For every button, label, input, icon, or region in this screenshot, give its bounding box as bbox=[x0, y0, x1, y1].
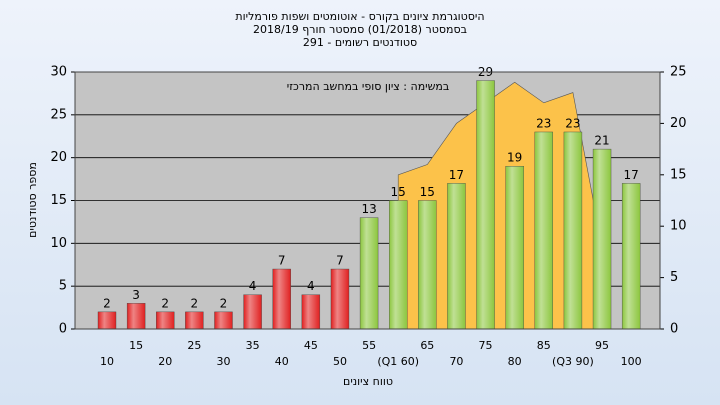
bar bbox=[214, 311, 233, 330]
bar bbox=[97, 311, 117, 330]
data-label: 21 bbox=[594, 134, 609, 148]
data-label: 4 bbox=[249, 279, 257, 293]
y2-tick-label: 0 bbox=[670, 322, 678, 337]
data-label: 2 bbox=[191, 296, 199, 310]
x-tick-label: 40 bbox=[275, 355, 289, 368]
x-tick-label: 45 bbox=[304, 339, 318, 352]
x-tick-label: 15 bbox=[129, 339, 143, 352]
data-label: 2 bbox=[161, 296, 169, 310]
y-tick-label: 5 bbox=[59, 279, 67, 294]
x-tick-label: 25 bbox=[187, 339, 201, 352]
y-tick-label: 15 bbox=[50, 193, 67, 208]
bar bbox=[330, 268, 350, 330]
x-tick-label: 50 bbox=[333, 355, 347, 368]
x-tick-label: 20 bbox=[158, 355, 172, 368]
annotation: במשימה : ציון סופי במחשב המרכזי bbox=[287, 80, 450, 93]
data-label: 19 bbox=[507, 151, 522, 165]
x-tick-label: 35 bbox=[246, 339, 260, 352]
chart-subtitle: בסמסטר (01/2018) סמסטר חורף 2018/19 bbox=[253, 23, 467, 36]
x-tick-label: 70 bbox=[449, 355, 463, 368]
y2-tick-label: 10 bbox=[670, 219, 687, 234]
data-label: 13 bbox=[361, 202, 376, 216]
bar bbox=[389, 200, 408, 330]
bar bbox=[156, 311, 175, 330]
plot-frame bbox=[74, 71, 661, 330]
y-tick-label: 30 bbox=[50, 65, 67, 80]
data-label: 17 bbox=[624, 168, 639, 182]
bar bbox=[272, 268, 291, 330]
y2-tick-label: 25 bbox=[670, 65, 687, 80]
data-label: 17 bbox=[449, 168, 464, 182]
data-label: 3 bbox=[132, 288, 140, 302]
data-label: 23 bbox=[536, 116, 551, 130]
x-tick-label: 95 bbox=[595, 339, 609, 352]
y-tick-label: 0 bbox=[59, 322, 67, 337]
x-tick-label: (Q1 60) bbox=[377, 355, 419, 368]
chart-subtitle: סטודנטים רשומים - 291 bbox=[303, 36, 417, 49]
bar bbox=[563, 131, 583, 330]
x-tick-label: 80 bbox=[508, 355, 522, 368]
bar bbox=[359, 217, 379, 330]
y2-tick-label: 5 bbox=[670, 270, 678, 285]
bar bbox=[476, 80, 495, 330]
data-label: 7 bbox=[278, 254, 286, 268]
bar bbox=[447, 183, 466, 330]
bar bbox=[185, 311, 204, 330]
data-label: 2 bbox=[103, 296, 111, 310]
bar bbox=[126, 303, 146, 330]
data-label: 7 bbox=[336, 254, 344, 268]
x-tick-label: 55 bbox=[362, 339, 376, 352]
x-tick-label: 10 bbox=[100, 355, 114, 368]
bar bbox=[621, 183, 641, 330]
bar bbox=[592, 148, 612, 330]
bar bbox=[534, 131, 553, 330]
data-label: 23 bbox=[565, 116, 580, 130]
y2-tick-label: 15 bbox=[670, 167, 687, 182]
bar bbox=[243, 294, 262, 330]
x-axis-label: טווח ציונים bbox=[343, 375, 393, 388]
bar bbox=[505, 166, 524, 330]
bar bbox=[301, 294, 321, 330]
x-tick-label: 65 bbox=[420, 339, 434, 352]
x-tick-label: 30 bbox=[216, 355, 230, 368]
bar bbox=[418, 200, 437, 330]
y2-tick-label: 20 bbox=[670, 116, 687, 131]
data-label: 2 bbox=[220, 296, 228, 310]
x-tick-label: 85 bbox=[537, 339, 551, 352]
y-tick-label: 25 bbox=[50, 107, 67, 122]
x-tick-label: 100 bbox=[621, 355, 642, 368]
y-axis-label: מספר סטודנטים bbox=[26, 162, 39, 238]
data-label: 15 bbox=[420, 185, 435, 199]
chart-title: היסטוגרמת ציונים בקורס - אוטומטים ושפות … bbox=[235, 10, 484, 23]
data-label: 15 bbox=[391, 185, 406, 199]
data-label: 4 bbox=[307, 279, 315, 293]
x-tick-label: 75 bbox=[479, 339, 493, 352]
y-tick-label: 20 bbox=[50, 150, 67, 165]
y-tick-label: 10 bbox=[50, 236, 67, 251]
x-tick-label: (Q3 90) bbox=[552, 355, 594, 368]
